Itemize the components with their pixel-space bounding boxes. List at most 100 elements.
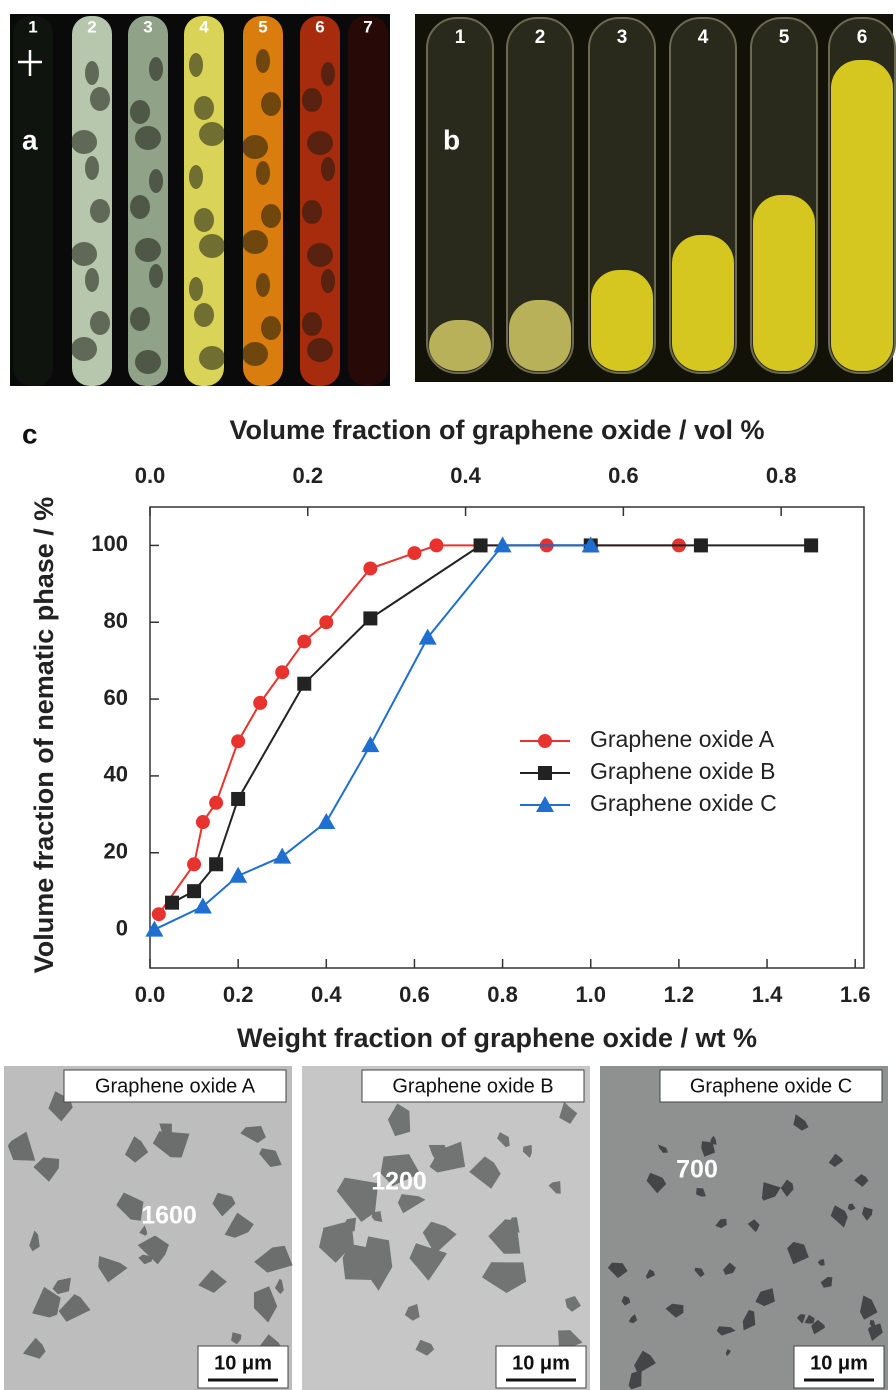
data-point [407, 546, 421, 560]
texture [307, 131, 333, 155]
liquid [429, 320, 491, 371]
panel-label: b [443, 124, 460, 155]
data-point [253, 696, 267, 710]
data-point [231, 792, 245, 806]
data-point [694, 538, 708, 552]
micrographs: Graphene oxide A 1600 10 μm Graphene oxide … [4, 1066, 888, 1390]
tube-number: 7 [363, 17, 372, 36]
texture [321, 157, 335, 181]
x2-tick-label: 0.4 [450, 463, 481, 488]
texture [242, 342, 268, 366]
y-axis-title: Volume fraction of nematic phase / % [29, 497, 59, 974]
tube-number: 3 [143, 17, 152, 36]
panel-label: a [22, 124, 38, 155]
texture [302, 88, 322, 112]
texture [242, 135, 268, 159]
figure: 1234567 123456 a b c Volume fraction of … [0, 0, 896, 1390]
data-point [165, 896, 179, 910]
data-point [231, 734, 245, 748]
texture [135, 350, 161, 374]
texture [189, 165, 203, 189]
y-tick-label: 40 [104, 762, 128, 787]
x2-axis-title: Volume fraction of graphene oxide / vol … [229, 415, 764, 445]
texture [90, 199, 110, 223]
texture [321, 269, 335, 293]
texture [199, 234, 225, 258]
x-tick-label: 1.6 [840, 982, 871, 1007]
texture [130, 195, 150, 219]
data-point [152, 907, 166, 921]
tube-number: 4 [698, 27, 709, 48]
x-tick-label: 0.8 [487, 982, 518, 1007]
texture [149, 57, 163, 81]
data-point [187, 857, 201, 871]
data-point [196, 815, 210, 829]
texture [149, 169, 163, 193]
texture [242, 230, 268, 254]
texture [307, 338, 333, 362]
texture [261, 316, 281, 340]
scale-label: 10 μm [214, 1352, 272, 1374]
data-point [209, 796, 223, 810]
texture [71, 242, 97, 266]
data-point [319, 615, 333, 629]
texture [135, 238, 161, 262]
liquid [672, 235, 734, 371]
micrograph-title: Graphene oxide B [392, 1075, 553, 1097]
series-line [154, 545, 590, 929]
y-tick-label: 100 [91, 531, 128, 556]
texture [189, 277, 203, 301]
micrograph-title: Graphene oxide A [95, 1075, 256, 1097]
data-point [273, 848, 291, 864]
texture [90, 311, 110, 335]
texture [71, 337, 97, 361]
x2-tick-label: 0.2 [292, 463, 323, 488]
tube-number: 5 [779, 27, 790, 48]
texture [307, 243, 333, 267]
y-tick-label: 60 [104, 685, 128, 710]
x-tick-label: 0.6 [399, 982, 430, 1007]
data-point [474, 538, 488, 552]
tube-number: 6 [315, 17, 324, 36]
texture [130, 307, 150, 331]
data-point [145, 921, 163, 937]
x-tick-label: 0.4 [311, 982, 342, 1007]
texture [199, 122, 225, 146]
texture [85, 156, 99, 180]
texture [85, 268, 99, 292]
texture [90, 87, 110, 111]
texture [302, 200, 322, 224]
data-point [429, 538, 443, 552]
tube [184, 16, 224, 386]
data-point [187, 884, 201, 898]
data-point [209, 857, 223, 871]
texture [199, 346, 225, 370]
texture [256, 161, 270, 185]
texture [71, 130, 97, 154]
x-tick-label: 0.2 [223, 982, 254, 1007]
legend-label: Graphene oxide C [590, 790, 777, 816]
data-point [361, 736, 379, 752]
tube-number: 6 [857, 27, 868, 48]
texture [321, 62, 335, 86]
data-point [275, 665, 289, 679]
panel-label: c [22, 418, 38, 449]
tube-number: 3 [617, 27, 628, 48]
liquid [753, 195, 815, 371]
y-tick-label: 80 [104, 608, 128, 633]
x-tick-label: 0.0 [135, 982, 166, 1007]
liquid [591, 270, 653, 371]
texture [261, 204, 281, 228]
texture [85, 61, 99, 85]
data-point [804, 538, 818, 552]
micrograph-title: Graphene oxide C [690, 1075, 852, 1097]
texture [256, 49, 270, 73]
size-label: 1600 [141, 1202, 197, 1230]
texture [189, 53, 203, 77]
texture [194, 208, 214, 232]
size-label: 1200 [371, 1168, 427, 1196]
x-tick-label: 1.4 [752, 982, 783, 1007]
tube-number: 2 [535, 27, 546, 48]
tube-number: 1 [28, 17, 37, 36]
tube-number: 1 [455, 27, 466, 48]
